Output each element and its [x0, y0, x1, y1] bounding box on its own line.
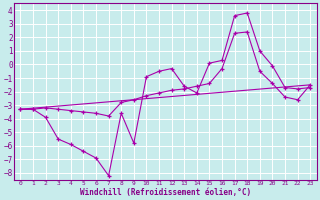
- X-axis label: Windchill (Refroidissement éolien,°C): Windchill (Refroidissement éolien,°C): [80, 188, 251, 197]
